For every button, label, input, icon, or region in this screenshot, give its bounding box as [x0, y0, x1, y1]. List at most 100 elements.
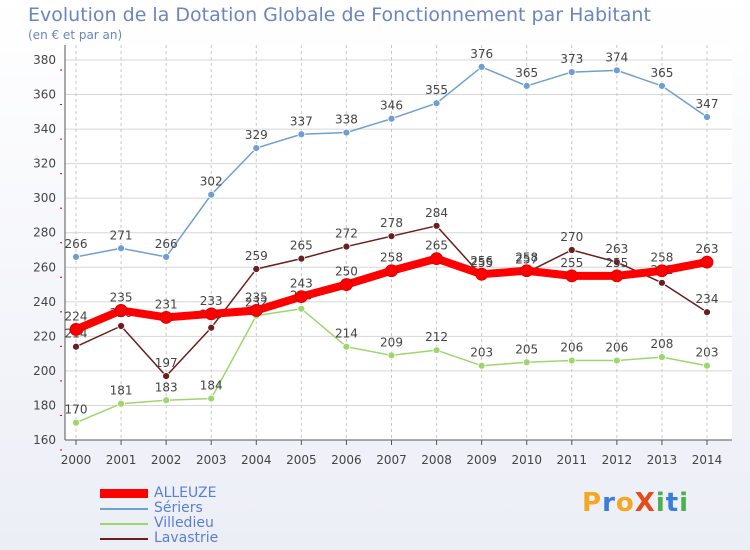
y-tick-label: 380: [33, 53, 56, 67]
data-point-seriers: [612, 66, 621, 75]
legend-label-lavastrie: Lavastrie: [154, 530, 219, 546]
data-label-seriers: 271: [110, 228, 133, 242]
data-label-alleuze: 250: [335, 265, 358, 279]
data-point-villedieu: [72, 418, 80, 427]
logo-letter: t: [665, 488, 680, 518]
data-label-alleuze: 255: [605, 256, 628, 270]
data-label-alleuze: 256: [470, 254, 493, 268]
data-point-alleuze: [385, 264, 398, 278]
legend-item-villedieu: Villedieu: [100, 516, 218, 531]
logo-letter: i: [655, 488, 666, 518]
x-tick-label: 2012: [602, 453, 633, 467]
data-label-seriers: 346: [380, 99, 403, 113]
data-point-villedieu: [297, 304, 306, 313]
data-label-lavastrie: 265: [290, 239, 313, 253]
data-label-lavastrie: 278: [380, 216, 403, 230]
data-point-villedieu: [117, 399, 125, 408]
y-tick-label: 280: [33, 226, 56, 240]
data-label-villedieu: 181: [110, 384, 133, 398]
data-label-villedieu: 170: [65, 403, 88, 417]
data-label-seriers: 347: [696, 97, 719, 111]
x-tick-label: 2006: [331, 453, 362, 467]
logo-letter: o: [615, 488, 635, 518]
data-point-seriers: [342, 128, 351, 137]
data-label-seriers: 355: [425, 83, 448, 97]
x-tick-label: 2014: [692, 453, 723, 467]
y-tick-label: 200: [33, 364, 56, 378]
data-label-villedieu: 205: [515, 342, 538, 356]
legend-label-villedieu: Villedieu: [154, 515, 214, 531]
legend-item-lavastrie: Lavastrie: [100, 531, 218, 546]
data-point-seriers: [432, 99, 441, 108]
logo-letter: P: [582, 488, 603, 518]
y-tick-label: 340: [33, 122, 56, 136]
x-tick-label: 2003: [196, 453, 227, 467]
data-label-alleuze: 235: [245, 290, 268, 304]
x-tick-label: 2007: [376, 453, 407, 467]
legend-item-seriers: Sériers: [100, 501, 218, 516]
data-point-villedieu: [522, 358, 531, 367]
data-point-alleuze: [294, 290, 308, 304]
data-point-lavastrie: [297, 254, 306, 263]
legend-swatch-villedieu: [100, 522, 148, 525]
data-label-lavastrie: 259: [245, 249, 268, 263]
data-point-alleuze: [520, 264, 534, 278]
data-label-seriers: 337: [290, 114, 313, 128]
data-point-seriers: [477, 63, 486, 71]
data-point-seriers: [297, 130, 306, 139]
y-tick-label: 360: [33, 88, 56, 102]
data-point-lavastrie: [658, 278, 666, 287]
data-label-villedieu: 208: [650, 337, 673, 351]
y-tick-label: 160: [33, 433, 56, 447]
x-tick-label: 2009: [466, 453, 497, 467]
data-point-seriers: [567, 68, 576, 76]
x-tick-label: 2001: [106, 453, 137, 467]
data-label-alleuze: 258: [380, 251, 403, 265]
data-label-seriers: 365: [515, 66, 538, 80]
legend-label-alleuze: ALLEUZE: [154, 485, 217, 501]
data-point-lavastrie: [162, 372, 171, 380]
data-label-seriers: 302: [200, 175, 223, 189]
data-point-alleuze: [159, 310, 173, 324]
legend-swatch-lavastrie: [100, 537, 148, 540]
x-tick-label: 2005: [286, 453, 317, 467]
y-tick-label: 180: [33, 398, 56, 412]
data-label-seriers: 373: [560, 52, 583, 66]
data-point-alleuze: [700, 255, 714, 269]
x-tick-label: 2004: [241, 453, 272, 467]
data-label-seriers: 266: [155, 237, 178, 251]
data-label-villedieu: 214: [335, 327, 358, 341]
data-point-lavastrie: [432, 221, 441, 230]
data-point-alleuze: [340, 278, 353, 291]
data-label-alleuze: 243: [290, 277, 313, 291]
x-tick-label: 2002: [151, 453, 182, 467]
logo-letter: r: [602, 488, 616, 518]
data-label-villedieu: 184: [200, 379, 223, 393]
legend-swatch-alleuze: [100, 489, 148, 498]
data-label-alleuze: 263: [696, 242, 719, 256]
proxiti-logo: ProXiti: [582, 488, 689, 518]
data-point-lavastrie: [703, 308, 711, 317]
data-point-seriers: [658, 82, 666, 90]
data-point-lavastrie: [387, 232, 396, 241]
data-point-seriers: [162, 253, 171, 261]
data-label-alleuze: 258: [650, 251, 673, 265]
data-label-seriers: 374: [605, 50, 628, 64]
data-label-lavastrie: 257: [515, 252, 538, 266]
y-tick-label: 240: [33, 295, 56, 309]
data-label-alleuze: 224: [65, 309, 88, 323]
data-point-villedieu: [658, 353, 666, 361]
x-tick-label: 2008: [421, 453, 452, 467]
data-point-villedieu: [477, 361, 486, 370]
x-tick-label: 2013: [647, 453, 678, 467]
data-label-seriers: 365: [650, 66, 673, 80]
data-label-seriers: 266: [65, 237, 88, 251]
data-point-villedieu: [567, 356, 576, 365]
data-point-lavastrie: [117, 322, 125, 330]
data-label-seriers: 376: [470, 47, 493, 61]
data-point-villedieu: [387, 351, 396, 360]
data-point-villedieu: [342, 342, 351, 351]
data-label-seriers: 338: [335, 113, 358, 127]
data-label-villedieu: 183: [155, 380, 178, 394]
data-point-seriers: [72, 253, 80, 261]
